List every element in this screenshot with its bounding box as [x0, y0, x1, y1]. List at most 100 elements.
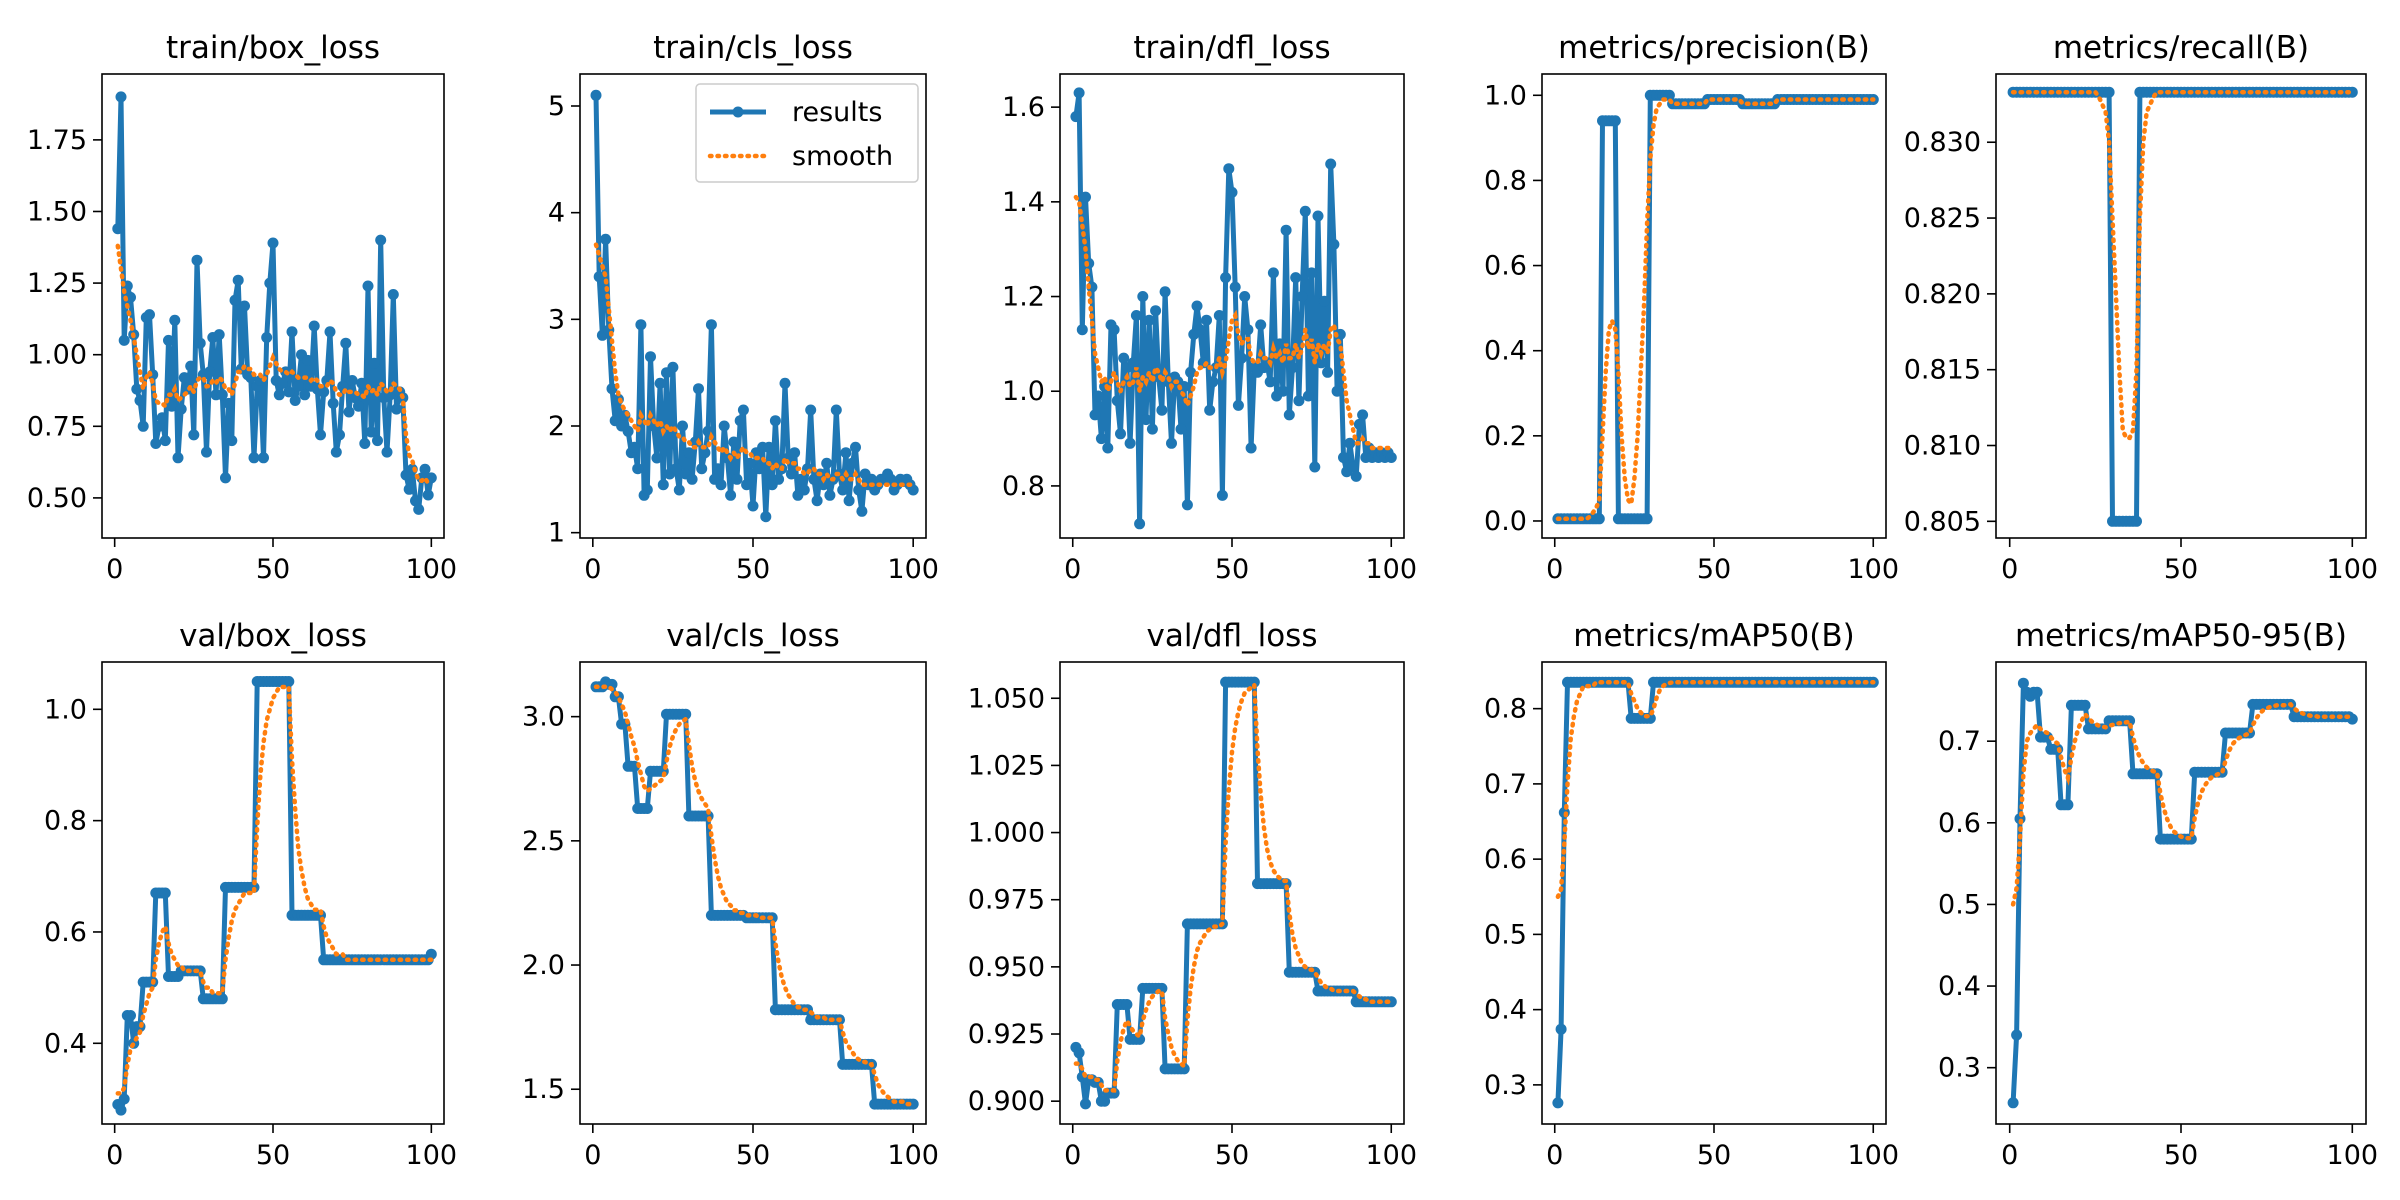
- data-point-results: [159, 887, 171, 899]
- plot-area: [1070, 676, 1397, 1110]
- series-line-smooth: [593, 684, 916, 1107]
- plot-area: [590, 676, 919, 1110]
- data-point-results: [334, 429, 345, 441]
- data-point-results: [150, 438, 162, 449]
- x-tick-label: 50: [736, 554, 770, 585]
- data-point-results: [1245, 442, 1257, 454]
- data-point-results: [737, 404, 749, 416]
- y-tick-label: 0.4: [1484, 336, 1527, 367]
- y-tick-label: 1.025: [968, 750, 1045, 781]
- y-tick-label: 1.50: [27, 196, 87, 227]
- data-point-results: [731, 473, 743, 485]
- data-point-results: [1137, 291, 1149, 302]
- data-point-results: [315, 429, 326, 441]
- data-point-results: [289, 395, 301, 406]
- data-point-results: [118, 334, 130, 346]
- data-point-results: [645, 351, 656, 363]
- data-point-results: [1318, 295, 1330, 307]
- data-point-results: [1095, 433, 1107, 445]
- y-tick-label: 2.5: [522, 826, 565, 857]
- data-point-results: [292, 380, 304, 392]
- y-tick-label: 0.815: [1904, 355, 1981, 386]
- data-point-results: [375, 234, 387, 246]
- x-tick-label: 0: [106, 1140, 123, 1171]
- data-point-results: [302, 354, 314, 366]
- y-tick-label: 0.8: [1002, 471, 1045, 502]
- axes-frame: [1995, 73, 2367, 539]
- data-point-results: [734, 415, 746, 427]
- data-point-results: [2131, 515, 2142, 527]
- data-point-results: [204, 366, 216, 378]
- data-point-results: [600, 233, 612, 245]
- data-point-results: [1201, 314, 1212, 326]
- y-tick-label: 0.3: [1484, 1070, 1527, 1101]
- x-tick-label: 0: [584, 1140, 601, 1171]
- data-point-results: [673, 484, 685, 496]
- data-point-results: [789, 447, 801, 459]
- data-point-results: [248, 452, 260, 464]
- data-point-results: [387, 289, 399, 300]
- data-point-results: [1220, 272, 1232, 284]
- x-tick-label: 50: [1697, 1140, 1731, 1171]
- data-point-results: [1223, 163, 1235, 175]
- data-point-results: [1267, 267, 1279, 279]
- series-line-results: [115, 94, 434, 512]
- data-point-results: [1207, 376, 1219, 388]
- data-point-results: [137, 420, 149, 432]
- y-tick-label: 0.975: [968, 885, 1045, 916]
- y-tick-label: 4: [548, 198, 565, 229]
- data-point-results: [112, 223, 124, 235]
- x-tick-label: 50: [1697, 554, 1731, 585]
- data-point-results: [1385, 452, 1397, 463]
- data-point-results: [2079, 699, 2091, 711]
- data-point-results: [131, 383, 143, 395]
- data-point-results: [1385, 996, 1397, 1008]
- legend-label-results: results: [792, 97, 882, 128]
- x-tick-label: 50: [1215, 554, 1249, 585]
- data-point-results: [1070, 111, 1082, 123]
- axes-frame: [579, 73, 927, 539]
- y-tick-label: 0.925: [968, 1019, 1045, 1050]
- data-point-results: [413, 503, 425, 515]
- data-point-results: [1322, 366, 1334, 378]
- data-point-results: [629, 441, 640, 453]
- data-point-results: [365, 426, 377, 438]
- data-point-results: [153, 420, 165, 432]
- subplot-title: metrics/precision(B): [1558, 30, 1870, 66]
- data-point-results: [744, 457, 756, 469]
- data-point-results: [340, 337, 352, 349]
- data-point-results: [590, 89, 602, 101]
- y-tick-label: 0.6: [44, 917, 87, 948]
- data-point-results: [324, 326, 336, 338]
- data-point-results: [346, 375, 358, 386]
- plot-area: [2007, 677, 2358, 1109]
- data-point-results: [286, 326, 298, 338]
- data-point-results: [2346, 86, 2358, 98]
- y-tick-label: 0.825: [1904, 203, 1981, 234]
- data-point-results: [1312, 210, 1324, 222]
- x-tick-label: 0: [1064, 1140, 1081, 1171]
- data-point-results: [1641, 513, 1653, 525]
- data-point-results: [1191, 300, 1203, 312]
- data-point-results: [318, 386, 330, 398]
- data-point-results: [1115, 428, 1126, 440]
- data-point-results: [1226, 186, 1238, 198]
- data-point-results: [795, 473, 807, 485]
- data-point-results: [779, 377, 791, 389]
- data-point-results: [1609, 115, 1621, 127]
- data-point-results: [299, 389, 311, 401]
- y-tick-label: 1.25: [27, 268, 87, 299]
- axes-frame: [101, 73, 445, 539]
- axes-frame: [1995, 661, 2367, 1125]
- y-tick-label: 0.6: [1484, 844, 1527, 875]
- x-tick-label: 100: [2327, 1140, 2379, 1171]
- y-tick-label: 0.805: [1904, 506, 1981, 537]
- y-tick-label: 1: [548, 518, 565, 549]
- subplot: train/cls_loss 0 50 100 1 2 3 4 5 results smooth: [548, 30, 939, 585]
- data-point-results: [330, 446, 342, 458]
- series-line-smooth: [115, 684, 434, 1096]
- data-point-results: [2031, 686, 2043, 698]
- y-tick-label: 0.4: [44, 1028, 87, 1059]
- data-point-results: [1229, 281, 1241, 293]
- data-point-results: [223, 397, 235, 409]
